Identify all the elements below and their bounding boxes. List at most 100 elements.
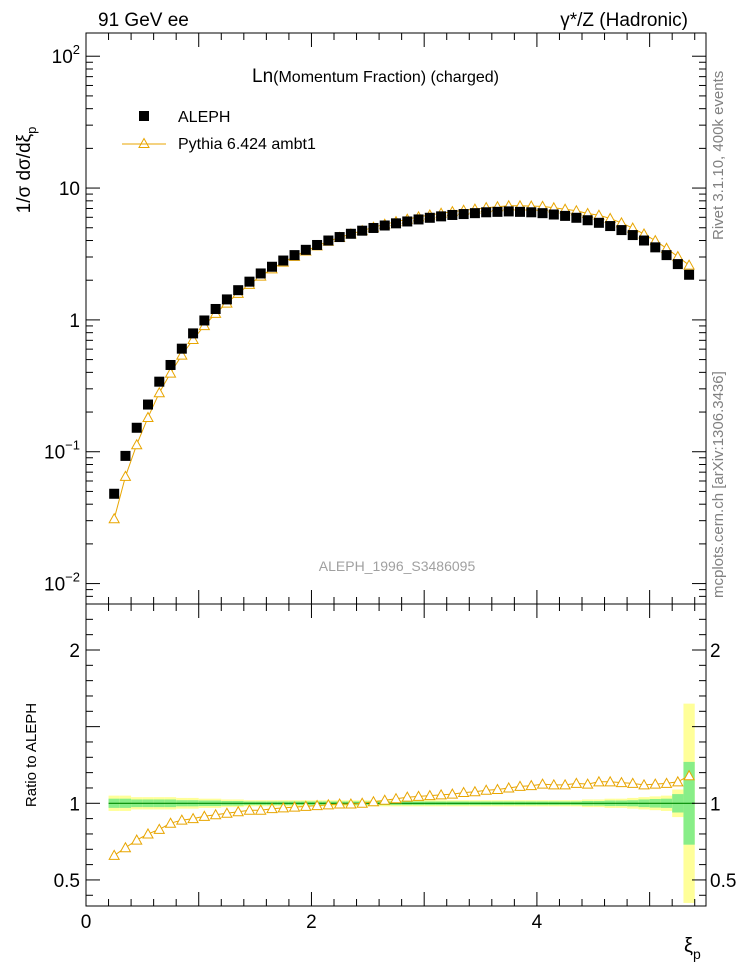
data-point — [131, 422, 142, 433]
mc-point — [187, 333, 199, 345]
x-axis-label: ξp — [684, 935, 701, 962]
x-axis-label-sub: p — [693, 946, 701, 962]
data-point — [492, 206, 503, 217]
mc-line — [113, 205, 690, 519]
ratio-mc-point — [378, 794, 391, 805]
main-y-tick-label: 1 — [69, 311, 80, 332]
data-point — [312, 239, 323, 250]
data-point — [424, 212, 435, 223]
ratio-mc-point — [446, 788, 459, 799]
mc-point — [153, 386, 166, 398]
main-y-tick-label: 102 — [52, 42, 80, 68]
data-point — [165, 359, 176, 370]
ratio-mc-point — [638, 778, 650, 790]
ratio-mc-point — [322, 798, 335, 810]
data-point — [684, 269, 695, 280]
data-point — [368, 222, 379, 233]
ratio-mc-point — [153, 823, 166, 834]
ratio-mc-point — [615, 776, 628, 788]
x-tick-label: 0 — [81, 912, 92, 933]
ratio-mc-point — [581, 778, 594, 789]
ratio-mc-point — [559, 778, 571, 790]
data-point — [616, 225, 627, 236]
data-series — [109, 206, 695, 499]
ratio-mc-point — [469, 785, 481, 797]
main-x-ticks — [85, 33, 696, 604]
main-y-ticks: 10−2 10−1 1 10 102 — [44, 42, 706, 605]
data-point — [188, 328, 199, 339]
data-point — [515, 206, 525, 217]
plot-title-main: (Momentum Fraction) (charged) — [273, 69, 499, 86]
data-point — [233, 285, 244, 296]
data-point — [627, 230, 638, 241]
data-point — [391, 218, 401, 229]
header-right-label: γ*/Z (Hadronic) — [560, 10, 688, 31]
ratio-x-ticks: 0 2 4 — [81, 604, 696, 933]
ratio-mc-point — [502, 781, 515, 793]
mc-point — [175, 349, 188, 360]
ratio-mc-point — [401, 791, 414, 802]
ratio-mc-point — [333, 798, 346, 809]
ratio-mc-point — [198, 810, 211, 821]
analysis-watermark: ALEPH_1996_S3486095 — [319, 558, 476, 574]
ratio-mc-point — [367, 795, 380, 807]
data-point — [571, 212, 582, 223]
main-panel: 10−2 10−1 1 10 102 1/σ dσ/dξp Ln(Momentum Fr… — [14, 32, 707, 605]
data-point — [605, 221, 616, 232]
ratio-mc-point — [108, 849, 121, 860]
data-point — [458, 209, 469, 220]
ratio-mc-point — [311, 799, 323, 811]
ratio-mc-point — [187, 812, 199, 824]
ratio-mc-line — [113, 775, 690, 856]
ratio-mc-point — [570, 777, 583, 788]
data-point — [650, 242, 661, 253]
ratio-y-ticks: 0.5 0.5 1 1 2 2 — [54, 618, 736, 896]
ratio-mc-point — [525, 779, 538, 791]
ratio-mc-point — [130, 834, 143, 845]
ratio-mc-point — [480, 784, 493, 795]
data-point — [582, 215, 593, 226]
legend-marker-aleph — [139, 111, 149, 121]
data-point — [120, 450, 131, 461]
ratio-mc-point — [254, 804, 267, 815]
data-point — [413, 214, 424, 225]
ratio-mc-point — [514, 780, 526, 791]
data-point — [357, 225, 368, 236]
data-point — [447, 209, 458, 220]
ratio-mc-point — [435, 788, 447, 800]
ratio-y-tick-label-right: 1 — [710, 794, 721, 815]
ratio-mc-point — [547, 778, 560, 790]
mc-point — [164, 367, 177, 378]
legend-marker-pythia — [138, 137, 150, 148]
main-y-label-sub: p — [24, 127, 39, 134]
main-y-tick-label: 10 — [59, 179, 80, 200]
ratio-mc-point — [142, 827, 154, 839]
data-point — [154, 376, 165, 387]
main-y-label-text: 1/σ dσ/dξ — [14, 133, 35, 213]
data-point — [481, 207, 492, 218]
mc-point — [130, 438, 143, 450]
ratio-y-axis-label: Ratio to ALEPH — [23, 703, 40, 807]
data-point — [143, 399, 153, 410]
ratio-panel: 0.5 0.5 1 1 2 2 0 2 4 Ratio to ALEPH ξp — [23, 603, 736, 962]
data-point — [526, 207, 537, 218]
ratio-mc-point — [491, 783, 504, 794]
data-point — [402, 216, 413, 227]
rivet-version-label: Rivet 3.1.10, 400k events — [710, 71, 727, 240]
data-point — [267, 261, 277, 272]
ratio-mc-point — [457, 786, 470, 798]
data-point — [210, 303, 221, 314]
ratio-mc-point — [671, 775, 684, 787]
ratio-mc-point — [604, 775, 617, 787]
data-point — [109, 488, 120, 499]
data-point — [548, 209, 559, 220]
mc-point — [108, 512, 121, 524]
data-point — [199, 315, 210, 326]
ratio-mc-point — [390, 792, 402, 804]
ratio-mc-point — [266, 802, 278, 814]
data-point — [300, 244, 311, 255]
ratio-mc-point — [626, 777, 639, 788]
data-point — [176, 343, 187, 354]
data-point — [323, 235, 334, 246]
